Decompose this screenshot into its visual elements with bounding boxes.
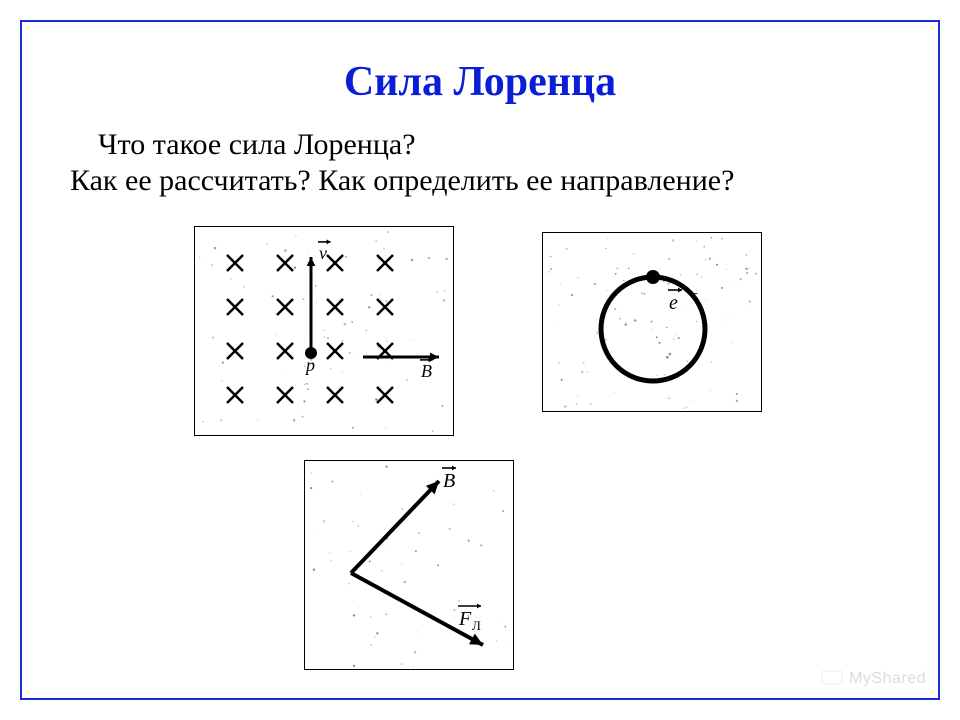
svg-text:B: B (421, 361, 432, 381)
slide-title: Сила Лоренца (22, 58, 938, 106)
question-line-2: Как ее рассчитать? Как определить ее нап… (70, 164, 734, 198)
svg-text:Л: Л (472, 618, 481, 633)
svg-text:B: B (443, 470, 455, 492)
slide-frame: Сила Лоренца Что такое сила Лоренца? Как… (20, 20, 940, 700)
present-icon (821, 670, 843, 688)
svg-text:−: − (689, 286, 698, 303)
svg-text:p: p (304, 355, 315, 375)
diagram-electron-circle: e− (542, 232, 762, 412)
diagram-field-into-page: v Bp (194, 226, 454, 436)
watermark: MyShared (821, 670, 926, 688)
svg-text:e: e (669, 292, 678, 314)
diagram-b-and-f-vectors: B FЛ (304, 460, 514, 670)
svg-text:v: v (319, 243, 327, 263)
watermark-text: MyShared (849, 670, 926, 688)
svg-text:F: F (458, 608, 472, 630)
question-line-1: Что такое сила Лоренца? (98, 128, 416, 162)
